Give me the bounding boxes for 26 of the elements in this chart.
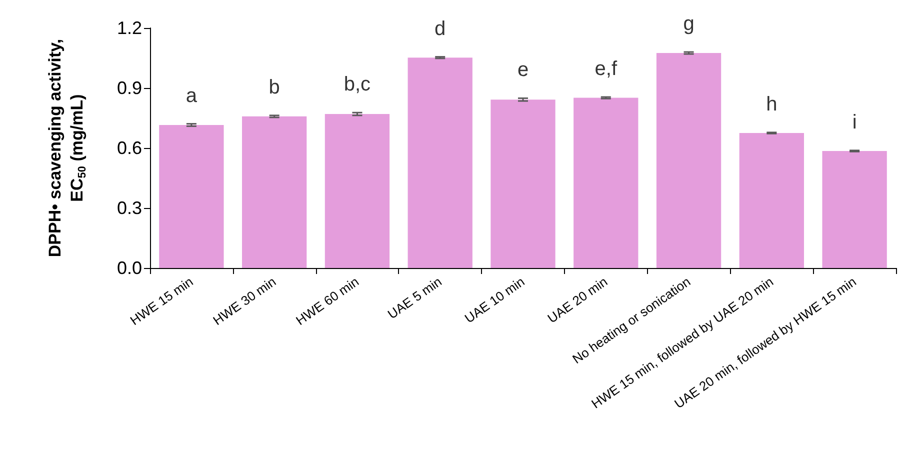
x-tick-label: UAE 5 min: [384, 274, 444, 322]
y-tick-label: 0.3: [116, 198, 142, 218]
bar: [574, 98, 638, 268]
annotation: d: [434, 18, 446, 40]
y-tick-label: 0.6: [116, 138, 142, 158]
bar: [242, 116, 307, 268]
bar: [822, 151, 887, 268]
bar: [656, 53, 722, 268]
y-tick-label: 1.2: [116, 18, 142, 38]
annotation: e: [517, 59, 529, 82]
annotation: a: [186, 84, 198, 107]
bar: [408, 58, 472, 268]
y-tick-label: 0.0: [116, 258, 142, 278]
annotation: i: [852, 111, 857, 134]
x-tick-label: UAE 10 min: [462, 274, 528, 326]
bar: [324, 114, 390, 268]
annotation: h: [766, 93, 778, 116]
y-tick-label: 0.9: [116, 78, 142, 98]
bar: [739, 133, 804, 268]
annotation: e,f: [594, 58, 618, 80]
annotation: b,c: [344, 74, 371, 96]
annotation: g: [683, 13, 694, 35]
annotation: b: [268, 76, 280, 98]
bar: [490, 100, 556, 268]
x-tick-label: UAE 20 min: [544, 274, 610, 326]
bar: [159, 125, 224, 268]
